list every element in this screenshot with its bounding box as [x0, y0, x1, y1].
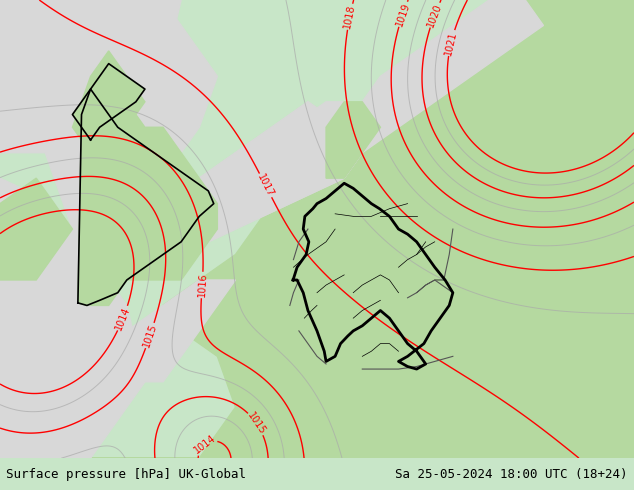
Polygon shape — [163, 102, 362, 204]
Text: Sa 25-05-2024 18:00 UTC (18+24): Sa 25-05-2024 18:00 UTC (18+24) — [395, 467, 628, 481]
Text: 1021: 1021 — [443, 30, 459, 56]
Polygon shape — [0, 178, 72, 280]
Text: 1019: 1019 — [394, 1, 411, 27]
Text: 1014: 1014 — [114, 305, 132, 332]
Polygon shape — [0, 0, 634, 458]
Polygon shape — [0, 0, 181, 153]
Polygon shape — [72, 64, 145, 140]
Polygon shape — [326, 102, 380, 178]
Text: Surface pressure [hPa] UK-Global: Surface pressure [hPa] UK-Global — [6, 467, 247, 481]
Text: 1016: 1016 — [197, 272, 208, 297]
Polygon shape — [91, 280, 235, 382]
Polygon shape — [108, 102, 362, 280]
Text: 1018: 1018 — [342, 4, 357, 30]
Polygon shape — [0, 178, 145, 458]
Polygon shape — [72, 178, 127, 280]
Polygon shape — [91, 102, 217, 305]
Text: 1015: 1015 — [245, 411, 268, 437]
Text: 1014: 1014 — [192, 433, 217, 456]
Text: 1015: 1015 — [141, 322, 158, 349]
Text: 1017: 1017 — [256, 172, 276, 198]
Polygon shape — [326, 0, 543, 178]
Polygon shape — [78, 89, 214, 305]
Text: 1020: 1020 — [425, 1, 444, 28]
Polygon shape — [0, 0, 217, 254]
Polygon shape — [145, 102, 362, 280]
Polygon shape — [293, 183, 453, 369]
Polygon shape — [72, 51, 145, 153]
